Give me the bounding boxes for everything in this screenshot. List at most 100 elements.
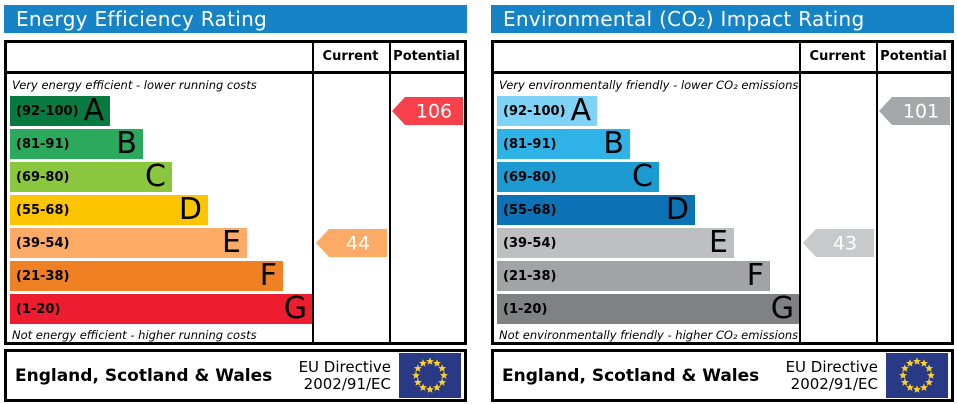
band-range-label: (69-80) xyxy=(16,169,70,185)
band-bar-c: (69-80) C xyxy=(497,162,659,192)
band-grade-letter: G xyxy=(770,291,794,326)
svg-text:44: 44 xyxy=(346,233,370,255)
bands: (92-100) A (81-91) B (69-80) C (55-68) D (39-54)… xyxy=(494,96,951,327)
column-divider xyxy=(312,43,314,342)
eu-flag-star xyxy=(913,357,921,365)
band-range-label: (55-68) xyxy=(503,202,557,218)
chart-footer: England, Scotland & Wales EU Directive 2… xyxy=(4,349,467,402)
band-row-e: (39-54) E xyxy=(7,228,464,261)
band-grade-letter: B xyxy=(116,126,137,161)
bands: (92-100) A (81-91) B (69-80) C (55-68) D (39-54)… xyxy=(7,96,464,327)
band-range-label: (81-91) xyxy=(16,136,70,152)
eu-flag-star xyxy=(906,359,914,367)
current-rating-arrow: 44 xyxy=(316,229,387,257)
band-row-d: (55-68) D xyxy=(494,195,951,228)
eu-flag-star xyxy=(920,383,928,392)
eu-flag-star xyxy=(419,359,427,367)
eu-flag-star xyxy=(899,371,907,379)
eu-flag-star xyxy=(438,378,447,386)
table-header-row: Current Potential xyxy=(7,43,464,74)
eu-flag-icon xyxy=(886,353,948,398)
top-caption: Very energy efficient - lower running co… xyxy=(12,78,257,92)
band-row-f: (21-38) F xyxy=(7,261,464,294)
band-row-g: (1-20) G xyxy=(494,294,951,327)
band-grade-letter: A xyxy=(83,93,104,128)
band-range-label: (55-68) xyxy=(16,202,70,218)
band-bar-a: (92-100) A xyxy=(497,96,597,126)
band-bar-g: (1-20) G xyxy=(497,294,800,324)
potential-column-header: Potential xyxy=(880,49,947,64)
eu-directive-line2: 2002/91/EC xyxy=(790,374,878,393)
column-divider xyxy=(799,43,801,342)
eu-flag-star xyxy=(419,383,427,392)
rating-table: Current Potential Very energy efficient … xyxy=(4,40,467,345)
band-row-d: (55-68) D xyxy=(7,195,464,228)
eu-directive-line1: EU Directive xyxy=(785,357,878,376)
chart-title-bar: Environmental (CO₂) Impact Rating xyxy=(491,5,954,33)
band-bar-g: (1-20) G xyxy=(10,294,313,324)
eu-flag-star xyxy=(433,359,441,367)
band-range-label: (21-38) xyxy=(503,268,557,284)
eu-flag-star xyxy=(913,385,921,393)
band-range-label: (92-100) xyxy=(503,103,566,119)
band-range-label: (1-20) xyxy=(16,301,61,317)
band-range-label: (69-80) xyxy=(503,169,557,185)
rating-table: Current Potential Very environmentally f… xyxy=(491,40,954,345)
band-row-c: (69-80) C xyxy=(7,162,464,195)
eu-flag-star xyxy=(925,364,934,372)
eu-flag-star xyxy=(426,385,434,393)
band-row-g: (1-20) G xyxy=(7,294,464,327)
band-row-c: (69-80) C xyxy=(494,162,951,195)
band-bar-b: (81-91) B xyxy=(497,129,630,159)
top-caption: Very environmentally friendly - lower CO… xyxy=(499,78,799,92)
band-grade-letter: C xyxy=(632,159,653,194)
band-range-label: (39-54) xyxy=(503,235,557,251)
band-row-e: (39-54) E xyxy=(494,228,951,261)
current-column-header: Current xyxy=(809,49,866,64)
band-row-b: (81-91) B xyxy=(494,129,951,162)
band-bar-c: (69-80) C xyxy=(10,162,172,192)
band-grade-letter: E xyxy=(222,225,241,260)
band-grade-letter: F xyxy=(259,258,277,293)
band-row-f: (21-38) F xyxy=(494,261,951,294)
eu-flag-icon xyxy=(399,353,461,398)
environmental-impact-chart: Environmental (CO₂) Impact Rating Curren… xyxy=(491,5,954,402)
potential-rating-arrow: 101 xyxy=(879,97,950,125)
region-label: England, Scotland & Wales xyxy=(15,365,273,386)
band-grade-letter: D xyxy=(178,192,202,227)
chart-footer: England, Scotland & Wales EU Directive 2… xyxy=(491,349,954,402)
band-bar-e: (39-54) E xyxy=(497,228,734,258)
chart-title: Energy Efficiency Rating xyxy=(16,7,268,31)
eu-directive-label: EU Directive 2002/91/EC xyxy=(785,357,878,393)
band-row-b: (81-91) B xyxy=(7,129,464,162)
band-range-label: (21-38) xyxy=(16,268,70,284)
column-divider xyxy=(876,43,878,342)
eu-flag-star xyxy=(440,371,448,379)
svg-text:43: 43 xyxy=(833,233,857,255)
band-grade-letter: C xyxy=(145,159,166,194)
bottom-caption: Not environmentally friendly - higher CO… xyxy=(499,327,799,342)
band-bar-e: (39-54) E xyxy=(10,228,247,258)
column-divider xyxy=(389,43,391,342)
band-bar-b: (81-91) B xyxy=(10,129,143,159)
eu-directive-label: EU Directive 2002/91/EC xyxy=(298,357,391,393)
potential-rating-arrow: 106 xyxy=(392,97,463,125)
band-bar-d: (55-68) D xyxy=(497,195,695,225)
current-column-header: Current xyxy=(322,49,379,64)
eu-flag-star xyxy=(413,378,422,386)
band-grade-letter: G xyxy=(283,291,307,326)
band-grade-letter: D xyxy=(665,192,689,227)
band-grade-letter: B xyxy=(603,126,624,161)
eu-flag-star xyxy=(925,378,934,386)
band-grade-letter: F xyxy=(746,258,764,293)
eu-flag-star xyxy=(413,364,422,372)
table-header-row: Current Potential xyxy=(494,43,951,74)
band-grade-letter: E xyxy=(709,225,728,260)
eu-flag-star xyxy=(927,371,935,379)
eu-flag-star xyxy=(412,371,420,379)
bottom-caption: Not energy efficient - higher running co… xyxy=(12,327,257,342)
band-row-a: (92-100) A xyxy=(494,96,951,129)
band-range-label: (81-91) xyxy=(503,136,557,152)
eu-directive-line1: EU Directive xyxy=(298,357,391,376)
